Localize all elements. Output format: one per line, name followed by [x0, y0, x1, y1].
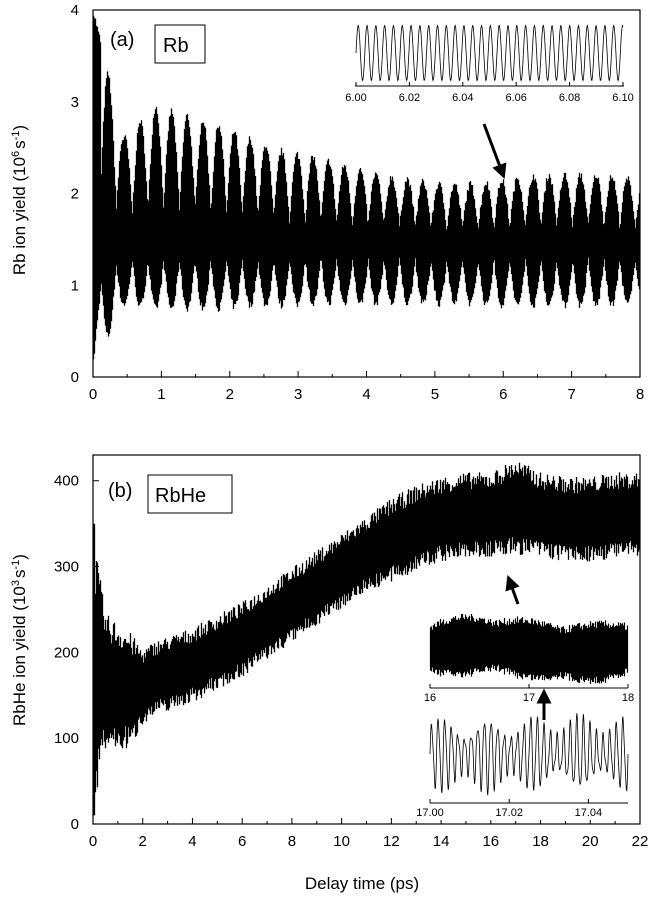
panel-a-inset-tick-label: 6.00 — [345, 92, 366, 104]
panel-b-inset-top-tick-label: 18 — [622, 692, 634, 704]
panel-b-x-tick-label: 0 — [89, 833, 97, 850]
panel-a-species-box — [154, 24, 206, 64]
panel-b-x-tick-label: 22 — [632, 833, 649, 850]
panel-b-inset-bottom-tick-label: 17.02 — [495, 807, 523, 819]
panel-b-inset-top: 16 17 18 — [424, 612, 634, 704]
panel-b-inset-bottom-ticks: 17.00 17.02 17.04 — [416, 799, 602, 819]
panel-b-inset-bottom-waveform — [429, 713, 629, 796]
panel-a-inset-tick-label: 6.06 — [505, 92, 526, 104]
panel-a-y-tick-label: 3 — [71, 94, 79, 111]
panel-a-label: (a) — [110, 29, 134, 51]
panel-a-inset-tick-label: 6.08 — [559, 92, 580, 104]
panel-b: 0 2 4 6 8 10 12 14 16 18 20 22 0 100 200 300 400 (b) Rb… — [10, 454, 649, 893]
panel-a-x-tick-label: 0 — [89, 386, 97, 403]
panel-b-label: (b) — [108, 480, 132, 502]
panel-b-inset-top-tick-label: 17 — [523, 692, 535, 704]
panel-a-x-tick-label: 4 — [362, 386, 370, 403]
panel-a-x-tick-label: 5 — [431, 386, 439, 403]
panel-b-inset-bottom-trace — [429, 713, 629, 796]
panel-b-inset-top-tick-label: 16 — [424, 692, 436, 704]
panel-b-x-tick-label: 18 — [532, 833, 549, 850]
panel-b-inset-top-ticks: 16 17 18 — [424, 684, 634, 704]
panel-b-x-tick-label: 14 — [433, 833, 450, 850]
panel-b-x-tick-label: 4 — [188, 833, 196, 850]
panel-b-x-axis-label: Delay time (ps) — [305, 874, 419, 893]
panel-b-y-ticks: 0 100 200 300 400 — [54, 473, 99, 833]
panel-a-inset-tick-label: 6.10 — [612, 92, 633, 104]
panel-a-y-ticks: 0 1 2 3 4 — [71, 2, 99, 386]
panel-a-y-tick-label: 4 — [71, 2, 79, 19]
panel-a-x-tick-label: 8 — [636, 386, 644, 403]
panel-b-inset-bottom-tick-label: 17.00 — [416, 807, 444, 819]
panel-b-x-ticks: 0 2 4 6 8 10 12 14 16 18 20 22 — [89, 818, 649, 850]
panel-b-inset-top-waveform — [429, 614, 629, 684]
panel-a-inset-ticks: 6.00 6.02 6.04 6.06 6.08 6.10 — [345, 82, 634, 104]
panel-b-inset-bottom-tick-label: 17.04 — [575, 807, 603, 819]
panel-a-x-tick-label: 7 — [567, 386, 575, 403]
panel-b-x-tick-label: 8 — [288, 833, 296, 850]
panel-a-inset-tick-label: 6.04 — [452, 92, 473, 104]
panel-a-x-tick-label: 3 — [294, 386, 302, 403]
panel-b-x-tick-label: 16 — [482, 833, 499, 850]
panel-a-y-tick-label: 1 — [71, 277, 79, 294]
panel-b-species-box — [147, 474, 233, 514]
panel-a-inset-trace — [355, 24, 624, 82]
panel-a-inset-tick-label: 6.02 — [399, 92, 420, 104]
panel-b-y-tick-label: 400 — [54, 473, 79, 490]
panel-a-species-label: Rb — [163, 35, 189, 57]
panel-b-x-tick-label: 12 — [383, 833, 400, 850]
panel-a-x-ticks: 0 1 2 3 4 5 6 7 8 — [89, 371, 644, 403]
panel-a-y-tick-label: 2 — [71, 186, 79, 203]
panel-a-inset: 6.00 6.02 6.04 6.06 6.08 6.10 — [345, 24, 634, 104]
panel-a: 0 1 2 3 4 5 6 7 8 0 1 2 3 4 (a) Rb Rb ion yield (106… — [10, 2, 644, 403]
panel-b-x-tick-label: 10 — [333, 833, 350, 850]
panel-b-x-tick-label: 6 — [238, 833, 246, 850]
panel-b-inset-top-trace — [429, 614, 629, 684]
panel-a-x-tick-label: 2 — [226, 386, 234, 403]
panel-a-inset-waveform — [355, 24, 624, 82]
panel-b-y-axis-label: RbHe ion yield (103s-1) — [10, 554, 29, 726]
panel-a-y-axis-label: Rb ion yield (106s-1) — [10, 125, 29, 275]
panel-b-x-tick-label: 2 — [139, 833, 147, 850]
panel-a-y-tick-label: 0 — [71, 369, 79, 386]
panel-b-x-tick-label: 20 — [582, 833, 599, 850]
panel-a-inset-arrow — [482, 123, 507, 180]
panel-b-y-tick-label: 0 — [71, 816, 79, 833]
panel-b-inset-bottom: 17.00 17.02 17.04 — [416, 704, 632, 820]
panel-b-y-tick-label: 100 — [54, 730, 79, 747]
panel-b-y-tick-label: 300 — [54, 559, 79, 576]
panel-b-species-label: RbHe — [155, 485, 206, 507]
panel-b-y-tick-label: 200 — [54, 644, 79, 661]
panel-b-inset-arrow-1 — [505, 574, 520, 605]
panel-a-x-tick-label: 1 — [157, 386, 165, 403]
panel-a-x-tick-label: 6 — [499, 386, 507, 403]
